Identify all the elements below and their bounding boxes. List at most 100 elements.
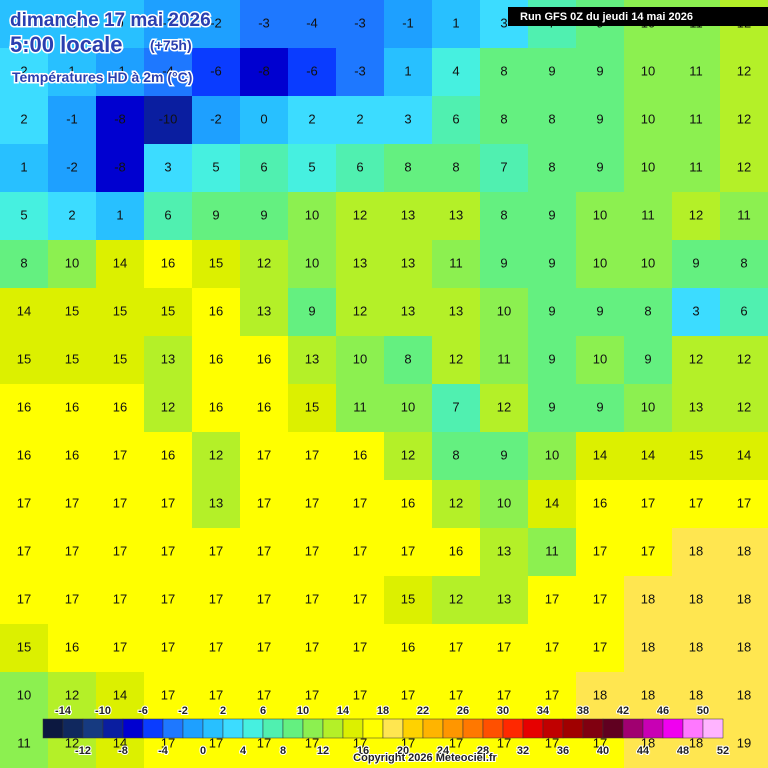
temperature-value: 11 [689,63,703,78]
temperature-value: 17 [353,639,367,654]
temperature-cell [336,480,385,529]
temperature-cell [144,48,193,97]
temperature-cell [288,384,337,433]
temperature-cell [384,144,433,193]
temperature-value: 6 [740,303,747,318]
temperature-cell [624,192,673,241]
temperature-value: 3 [500,15,507,30]
temperature-value: 17 [209,543,223,558]
temperature-value: 3 [692,303,699,318]
scale-box [662,718,684,739]
temperature-cell [672,96,721,145]
temperature-cell [288,48,337,97]
temperature-cell [96,576,145,625]
temperature-cell [720,720,768,768]
temperature-cell [48,0,97,49]
run-box [508,7,768,26]
temperature-value: 18 [641,591,655,606]
scale-box [582,718,604,739]
temperature-cell [624,336,673,385]
temperature-cell [624,144,673,193]
temperature-value: 17 [545,639,559,654]
scale-label: 28 [477,745,489,757]
temperature-cell [720,480,768,529]
temperature-cell [240,192,289,241]
temperature-value: 13 [497,543,511,558]
temperature-cell [48,240,97,289]
temperature-value: 15 [17,351,31,366]
temperature-value: 17 [161,735,175,750]
temperature-cell [288,480,337,529]
temperature-cell [0,720,49,768]
temperature-value: 2 [308,111,315,126]
temperature-cell [528,624,577,673]
temperature-value: 16 [161,255,175,270]
temperature-cell [432,384,481,433]
temperature-cell [720,624,768,673]
temperature-value: 9 [548,351,555,366]
temperature-value: -4 [306,15,318,30]
scale-box [402,718,424,739]
temperature-value: 8 [548,111,555,126]
temperature-cell [576,192,625,241]
temperature-cell [336,528,385,577]
temperature-cell [0,624,49,673]
temperature-value: 12 [65,735,79,750]
temperature-value: 9 [500,255,507,270]
scale-label: 34 [537,705,550,717]
temperature-value: -1 [402,15,414,30]
temperature-cell [48,336,97,385]
temperature-cell [384,240,433,289]
temperature-cell [480,528,529,577]
temperature-value: 18 [641,639,655,654]
temperature-value: 2 [68,207,75,222]
temperature-value: 11 [689,159,703,174]
temperature-value: 0 [116,15,123,30]
temperature-cell [144,240,193,289]
temperature-value: 5 [20,207,27,222]
temperature-value: 17 [497,735,511,750]
temperature-cell [432,528,481,577]
temperature-cell [192,192,241,241]
temperature-cell [240,240,289,289]
temperature-value: 17 [401,543,415,558]
temperature-cell [384,336,433,385]
temperature-cell [672,240,721,289]
temperature-cell [48,288,97,337]
temperature-cell [528,144,577,193]
temperature-cell [144,144,193,193]
scale-label: 2 [220,705,226,717]
temperature-cell [0,192,49,241]
temperature-value: 18 [689,543,703,558]
temperature-value: 17 [593,591,607,606]
temperature-cell [144,288,193,337]
temperature-cell [288,96,337,145]
temperature-value: 8 [548,159,555,174]
temperature-cell [96,192,145,241]
temperature-cell [240,96,289,145]
temperature-value: 17 [497,687,511,702]
temperature-cell [336,96,385,145]
temperature-value: -1 [162,15,174,30]
temperature-value: 4 [452,63,459,78]
temperature-cell [432,576,481,625]
temperature-cell [144,480,193,529]
temperature-value: -3 [354,15,366,30]
temperature-value: 17 [113,543,127,558]
temperature-cell [192,240,241,289]
temperature-cell [624,96,673,145]
temperature-cell [0,384,49,433]
temperature-cell [0,528,49,577]
temperature-value: 12 [161,399,175,414]
field-title: Températures HD à 2m (°C) [12,69,192,85]
temperature-value: 13 [449,303,463,318]
temperature-value: 9 [692,255,699,270]
temperature-cell [480,48,529,97]
temperature-value: 2 [20,111,27,126]
temperature-value: 17 [257,495,271,510]
temperature-cell [480,288,529,337]
temperature-value: 17 [641,495,655,510]
temperature-cell [384,48,433,97]
temperature-cell [432,336,481,385]
temperature-value: 19 [737,735,751,750]
